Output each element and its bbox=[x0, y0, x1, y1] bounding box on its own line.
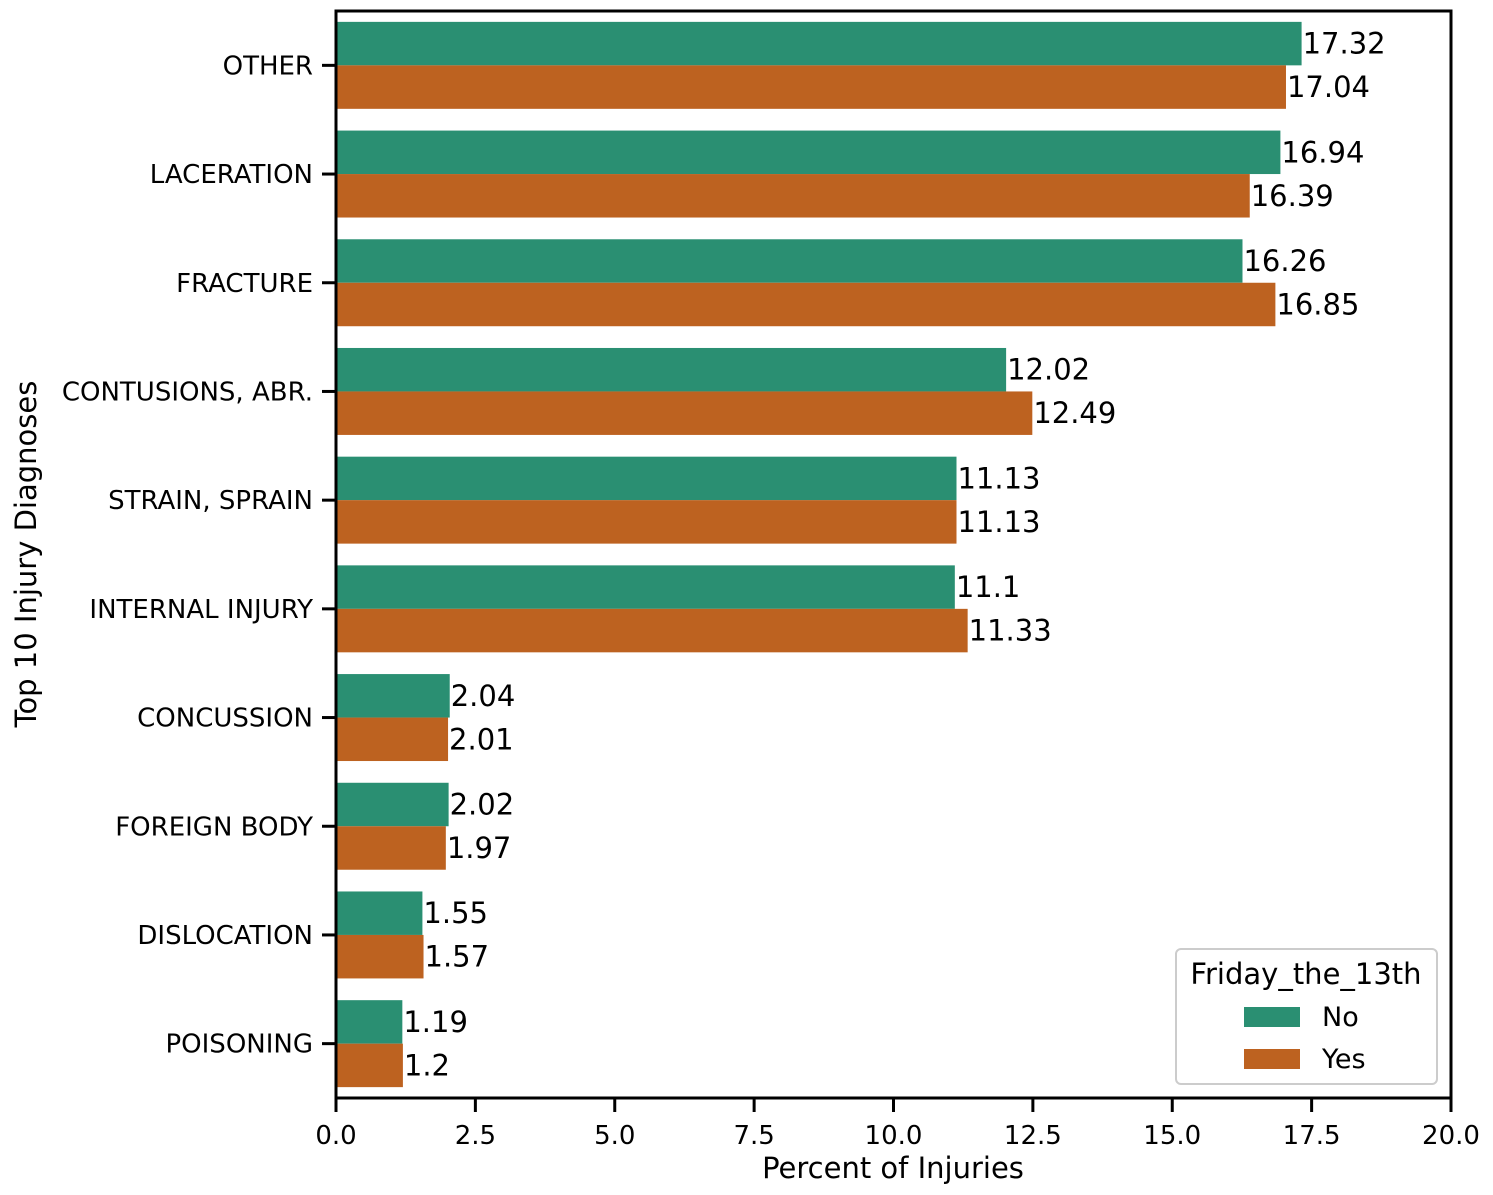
x-tick-label-0-0: 0.0 bbox=[315, 1121, 356, 1151]
x-axis-title: Percent of Injuries bbox=[762, 1151, 1024, 1185]
bar-other-no bbox=[336, 21, 1302, 66]
bar-poisoning-yes bbox=[336, 1043, 403, 1088]
category-label-strain-sprain: STRAIN, SPRAIN bbox=[108, 486, 313, 516]
category-label-dislocation: DISLOCATION bbox=[137, 921, 313, 951]
bar-foreign-body-no bbox=[336, 782, 449, 827]
category-label-foreign-body: FOREIGN BODY bbox=[115, 812, 313, 842]
category-label-contusions-abr: CONTUSIONS, ABR. bbox=[62, 377, 313, 407]
value-label-foreign-body-no: 2.02 bbox=[450, 788, 515, 822]
legend-swatch-no bbox=[1244, 1007, 1300, 1027]
x-axis-ticks: 0.0 2.5 5.0 7.5 10.0 12.5 15.0 17.5 20.0 bbox=[315, 1098, 1480, 1151]
bar-poisoning-no bbox=[336, 1000, 403, 1044]
bar-dislocation-yes bbox=[336, 934, 424, 979]
value-label-contusions-abr-no: 12.02 bbox=[1007, 353, 1090, 387]
x-tick-label-10-0: 10.0 bbox=[865, 1121, 923, 1151]
value-label-internal-injury-no: 11.1 bbox=[956, 570, 1021, 604]
value-label-strain-sprain-no: 11.13 bbox=[957, 461, 1040, 495]
x-tick-label-2-5: 2.5 bbox=[455, 1121, 496, 1151]
y-axis-title: Top 10 Injury Diagnoses bbox=[9, 381, 43, 729]
legend-frame bbox=[1175, 948, 1438, 1085]
legend-label-yes: Yes bbox=[1321, 1044, 1366, 1075]
bar-foreign-body-yes bbox=[336, 826, 446, 870]
category-label-other: OTHER bbox=[223, 51, 313, 81]
x-tick-label-17-5: 17.5 bbox=[1283, 1121, 1341, 1151]
value-label-laceration-no: 16.94 bbox=[1281, 135, 1364, 169]
bar-internal-injury-yes bbox=[336, 608, 968, 653]
x-tick-label-12-5: 12.5 bbox=[1004, 1121, 1062, 1151]
legend-title: Friday_the_13th bbox=[1190, 957, 1421, 991]
value-label-other-no: 17.32 bbox=[1303, 27, 1386, 61]
category-label-internal-injury: INTERNAL INJURY bbox=[89, 595, 313, 625]
bar-fracture-yes bbox=[336, 282, 1276, 327]
value-label-fracture-no: 16.26 bbox=[1243, 244, 1326, 278]
category-label-laceration: LACERATION bbox=[150, 160, 313, 190]
value-label-concussion-no: 2.04 bbox=[451, 679, 516, 713]
bar-strain-sprain-yes bbox=[336, 500, 957, 544]
value-label-poisoning-no: 1.19 bbox=[403, 1005, 468, 1039]
value-label-strain-sprain-yes: 11.13 bbox=[957, 505, 1040, 539]
x-tick-label-15-0: 15.0 bbox=[1143, 1121, 1201, 1151]
value-label-other-yes: 17.04 bbox=[1287, 70, 1370, 104]
bar-laceration-no bbox=[336, 130, 1281, 175]
value-label-dislocation-no: 1.55 bbox=[423, 896, 488, 930]
bar-fracture-no bbox=[336, 239, 1243, 283]
bar-laceration-yes bbox=[336, 174, 1250, 218]
value-label-poisoning-yes: 1.2 bbox=[404, 1048, 450, 1082]
value-label-fracture-yes: 16.85 bbox=[1276, 287, 1359, 321]
value-label-foreign-body-yes: 1.97 bbox=[447, 831, 512, 865]
legend: Friday_the_13th No Yes bbox=[1175, 948, 1438, 1085]
legend-label-no: No bbox=[1322, 1002, 1359, 1033]
value-label-internal-injury-yes: 11.33 bbox=[969, 614, 1052, 648]
bar-concussion-no bbox=[336, 674, 450, 718]
bar-strain-sprain-no bbox=[336, 456, 957, 501]
category-label-fracture: FRACTURE bbox=[176, 269, 313, 299]
bar-concussion-yes bbox=[336, 717, 449, 762]
bar-contusions-abr-yes bbox=[336, 391, 1033, 435]
bar-internal-injury-no bbox=[336, 565, 955, 609]
x-tick-label-7-5: 7.5 bbox=[733, 1121, 774, 1151]
category-label-concussion: CONCUSSION bbox=[137, 704, 313, 734]
value-label-laceration-yes: 16.39 bbox=[1251, 179, 1334, 213]
y-axis-ticks: OTHER LACERATION FRACTURE CONTUSIONS, ABR. S… bbox=[62, 51, 336, 1060]
bar-contusions-abr-no bbox=[336, 347, 1007, 392]
bars-group bbox=[336, 21, 1302, 1088]
plot-frame bbox=[334, 9, 1453, 1100]
x-tick-label-5-0: 5.0 bbox=[594, 1121, 635, 1151]
bar-other-yes bbox=[336, 65, 1286, 109]
value-label-dislocation-yes: 1.57 bbox=[425, 940, 490, 974]
value-label-concussion-yes: 2.01 bbox=[449, 722, 514, 756]
value-labels-group: 17.32 17.04 16.94 16.39 16.26 16.85 12.02 12.49… bbox=[403, 27, 1385, 1083]
category-label-poisoning: POISONING bbox=[166, 1030, 314, 1060]
value-label-contusions-abr-yes: 12.49 bbox=[1033, 396, 1116, 430]
legend-swatch-yes bbox=[1244, 1049, 1300, 1069]
x-tick-label-20-0: 20.0 bbox=[1422, 1121, 1480, 1151]
bar-dislocation-no bbox=[336, 891, 423, 935]
